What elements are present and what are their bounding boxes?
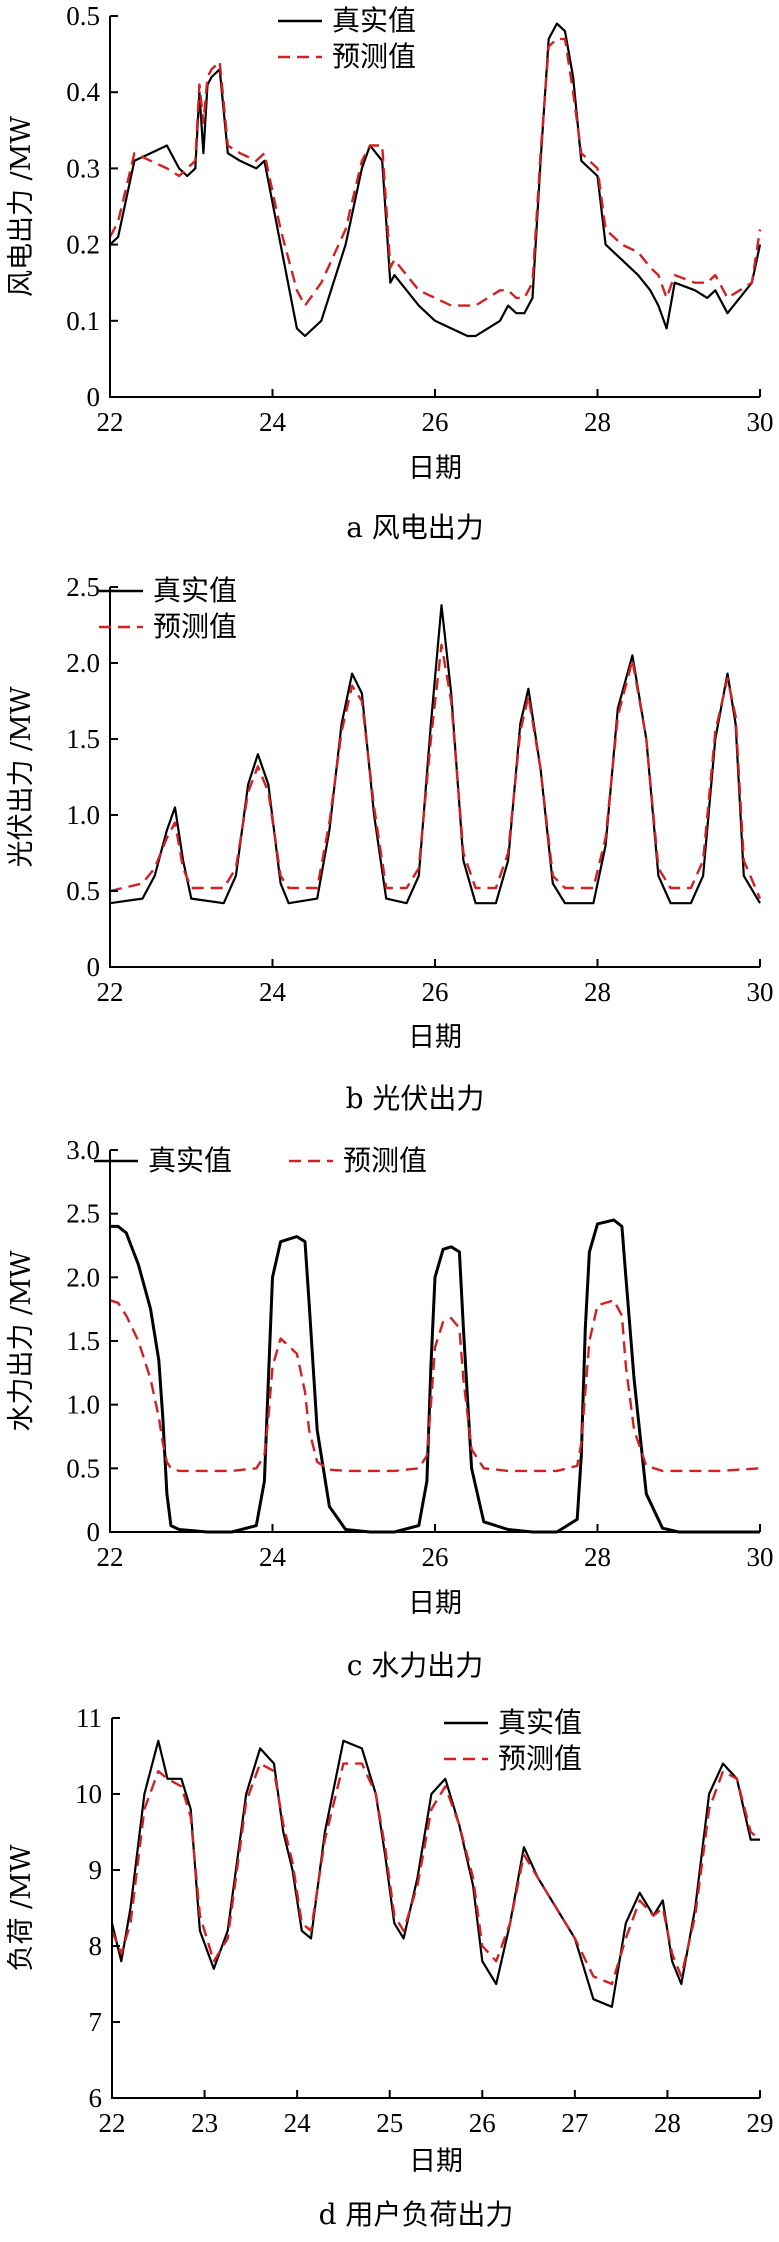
panel-hydro: 0 0.5 1.0 1.5 2.0 2.5 3.0 22 24 26 28 30 日期 水力出力 /MW c… <box>0 1130 779 1700</box>
y-tick-label: 11 <box>76 1703 102 1733</box>
y-tick-label: 9 <box>89 1855 103 1885</box>
y-axis-label: 水力出力 /MW <box>6 1250 37 1431</box>
series-line-predicted <box>110 1762 761 1986</box>
y-tick-label: 0.5 <box>66 876 100 906</box>
chart-caption: d 用户负荷出力 <box>319 2198 514 2231</box>
legend-label: 真实值 <box>498 1706 582 1739</box>
x-tick-label: 22 <box>97 977 124 1007</box>
y-tick-label: 6 <box>89 2083 103 2113</box>
x-tick-label: 28 <box>654 2108 681 2138</box>
y-tick-label: 2.0 <box>66 648 100 678</box>
y-tick-label: 1.0 <box>66 1390 100 1420</box>
y-tick-label: 1.5 <box>66 724 100 754</box>
series-line-actual <box>110 1218 760 1534</box>
y-tick-label: 0.3 <box>66 153 100 183</box>
axis-lines <box>111 1718 760 2099</box>
legend-label: 预测值 <box>343 1144 427 1177</box>
series-line-predicted <box>108 37 762 307</box>
x-tick-label: 28 <box>584 1542 611 1572</box>
y-tick-label: 0 <box>87 952 101 982</box>
x-tick-label: 26 <box>469 2108 496 2138</box>
chart-caption: a 风电出力 <box>346 511 484 544</box>
x-tick-label: 24 <box>259 407 287 437</box>
legend-label: 真实值 <box>148 1144 232 1177</box>
legend-label: 真实值 <box>332 4 416 37</box>
y-tick-label: 10 <box>75 1779 102 1809</box>
y-axis-label: 负荷 /MW <box>6 1844 37 1971</box>
x-tick-label: 30 <box>747 1542 774 1572</box>
y-tick-label: 0 <box>87 382 101 412</box>
x-axis-label: 日期 <box>409 2146 463 2177</box>
y-tick-label: 2.5 <box>66 572 100 602</box>
series-line-predicted <box>109 1299 761 1473</box>
x-tick-label: 22 <box>97 1542 124 1572</box>
x-tick-label: 30 <box>747 977 774 1007</box>
y-tick-label: 0 <box>87 1517 101 1547</box>
chart-load: 6 7 8 9 10 11 22 23 24 25 26 27 28 29 日期 负荷 /MW d 用户负荷出力… <box>6 1703 774 2231</box>
y-tick-label: 2.5 <box>66 1199 100 1229</box>
y-tick-label: 0.4 <box>66 77 100 107</box>
legend-label: 预测值 <box>153 610 237 643</box>
axis-lines <box>109 16 760 398</box>
x-tick-label: 28 <box>584 407 611 437</box>
series-line-actual <box>110 1739 760 2008</box>
legend-label: 预测值 <box>498 1742 582 1775</box>
y-axis-label: 光伏出力 /MW <box>6 686 37 867</box>
x-tick-label: 26 <box>422 977 449 1007</box>
x-axis-label: 日期 <box>408 453 462 484</box>
x-tick-label: 26 <box>422 1542 449 1572</box>
x-tick-label: 22 <box>99 2108 126 2138</box>
panel-load: 6 7 8 9 10 11 22 23 24 25 26 27 28 29 日期 负荷 /MW d 用户负荷出力… <box>0 1700 779 2242</box>
legend: 真实值 预测值 <box>94 1144 427 1177</box>
y-tick-label: 0.5 <box>66 1453 100 1483</box>
series-line-predicted <box>109 643 762 900</box>
chart-wind: 0 0.1 0.2 0.3 0.4 0.5 22 24 26 28 30 日期 风电出力 /MW a 风电… <box>6 1 774 544</box>
x-tick-label: 27 <box>561 2108 588 2138</box>
x-tick-label: 29 <box>747 2108 774 2138</box>
chart-solar: 0 0.5 1.0 1.5 2.0 2.5 22 24 26 28 30 日期 光伏出力 /MW b 光伏… <box>6 572 774 1115</box>
y-tick-label: 7 <box>89 2007 103 2037</box>
x-tick-label: 30 <box>747 407 774 437</box>
y-tick-label: 2.0 <box>66 1262 100 1292</box>
x-tick-label: 26 <box>422 407 449 437</box>
x-tick-label: 24 <box>259 977 287 1007</box>
legend-label: 真实值 <box>153 574 237 607</box>
legend-label: 预测值 <box>332 40 416 73</box>
y-tick-label: 1.0 <box>66 800 100 830</box>
axis-lines <box>109 587 760 968</box>
y-tick-label: 0.1 <box>66 306 100 336</box>
y-tick-label: 1.5 <box>66 1326 100 1356</box>
chart-caption: c 水力出力 <box>347 1649 484 1682</box>
y-tick-label: 8 <box>89 1931 103 1961</box>
series-line-actual <box>109 604 761 905</box>
x-axis-label: 日期 <box>408 1022 462 1053</box>
x-tick-label: 23 <box>191 2108 218 2138</box>
x-tick-label: 25 <box>376 2108 403 2138</box>
x-axis-label: 日期 <box>408 1588 462 1619</box>
y-axis-label: 风电出力 /MW <box>6 116 37 297</box>
x-tick-label: 24 <box>259 1542 287 1572</box>
panel-wind: 0 0.1 0.2 0.3 0.4 0.5 22 24 26 28 30 日期 风电出力 /MW a 风电… <box>0 0 779 560</box>
x-tick-label: 22 <box>97 407 124 437</box>
y-tick-label: 0.2 <box>66 230 100 260</box>
x-tick-label: 24 <box>284 2108 312 2138</box>
y-tick-label: 0.5 <box>66 1 100 31</box>
panel-solar: 0 0.5 1.0 1.5 2.0 2.5 22 24 26 28 30 日期 光伏出力 /MW b 光伏… <box>0 560 779 1130</box>
axis-lines <box>109 1150 760 1533</box>
x-tick-label: 28 <box>584 977 611 1007</box>
chart-caption: b 光伏出力 <box>346 1082 485 1115</box>
